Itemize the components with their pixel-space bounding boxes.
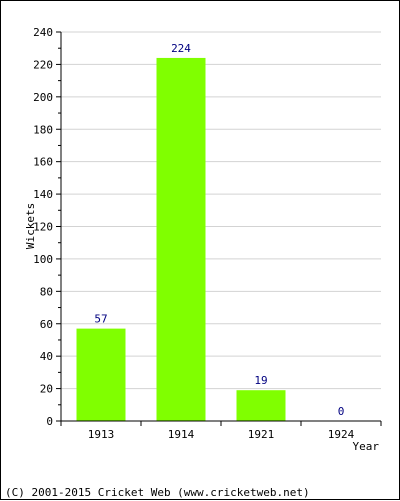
data-label: 19 xyxy=(254,374,267,387)
bar xyxy=(236,390,286,421)
x-tick-label: 1913 xyxy=(88,428,115,441)
y-tick-label: 100 xyxy=(33,253,53,266)
y-tick-label: 140 xyxy=(33,188,53,201)
y-tick-label: 200 xyxy=(33,91,53,104)
copyright-text: (C) 2001-2015 Cricket Web (www.cricketwe… xyxy=(5,486,310,499)
data-label: 0 xyxy=(338,405,345,418)
y-tick-label: 240 xyxy=(33,26,53,39)
x-tick-label: 1924 xyxy=(328,428,355,441)
y-tick-label: 180 xyxy=(33,123,53,136)
data-label: 224 xyxy=(171,42,191,55)
bars xyxy=(76,57,286,421)
y-tick-label: 0 xyxy=(46,415,53,428)
y-tick-label: 160 xyxy=(33,156,53,169)
y-axis-title: Wickets xyxy=(24,203,37,249)
y-tick-label: 20 xyxy=(40,383,53,396)
y-tick-label: 80 xyxy=(40,285,53,298)
y-tick-label: 40 xyxy=(40,350,53,363)
y-tick-label: 60 xyxy=(40,318,53,331)
data-labels: 57 224 19 0 xyxy=(94,42,344,418)
y-tick-label: 220 xyxy=(33,58,53,71)
x-tick-label: 1914 xyxy=(168,428,195,441)
y-tick-label: 120 xyxy=(33,221,53,234)
data-label: 57 xyxy=(94,313,107,326)
bar xyxy=(156,57,206,421)
x-axis-title: Year xyxy=(353,440,380,453)
bar xyxy=(76,328,126,421)
x-tick-label: 1921 xyxy=(248,428,275,441)
